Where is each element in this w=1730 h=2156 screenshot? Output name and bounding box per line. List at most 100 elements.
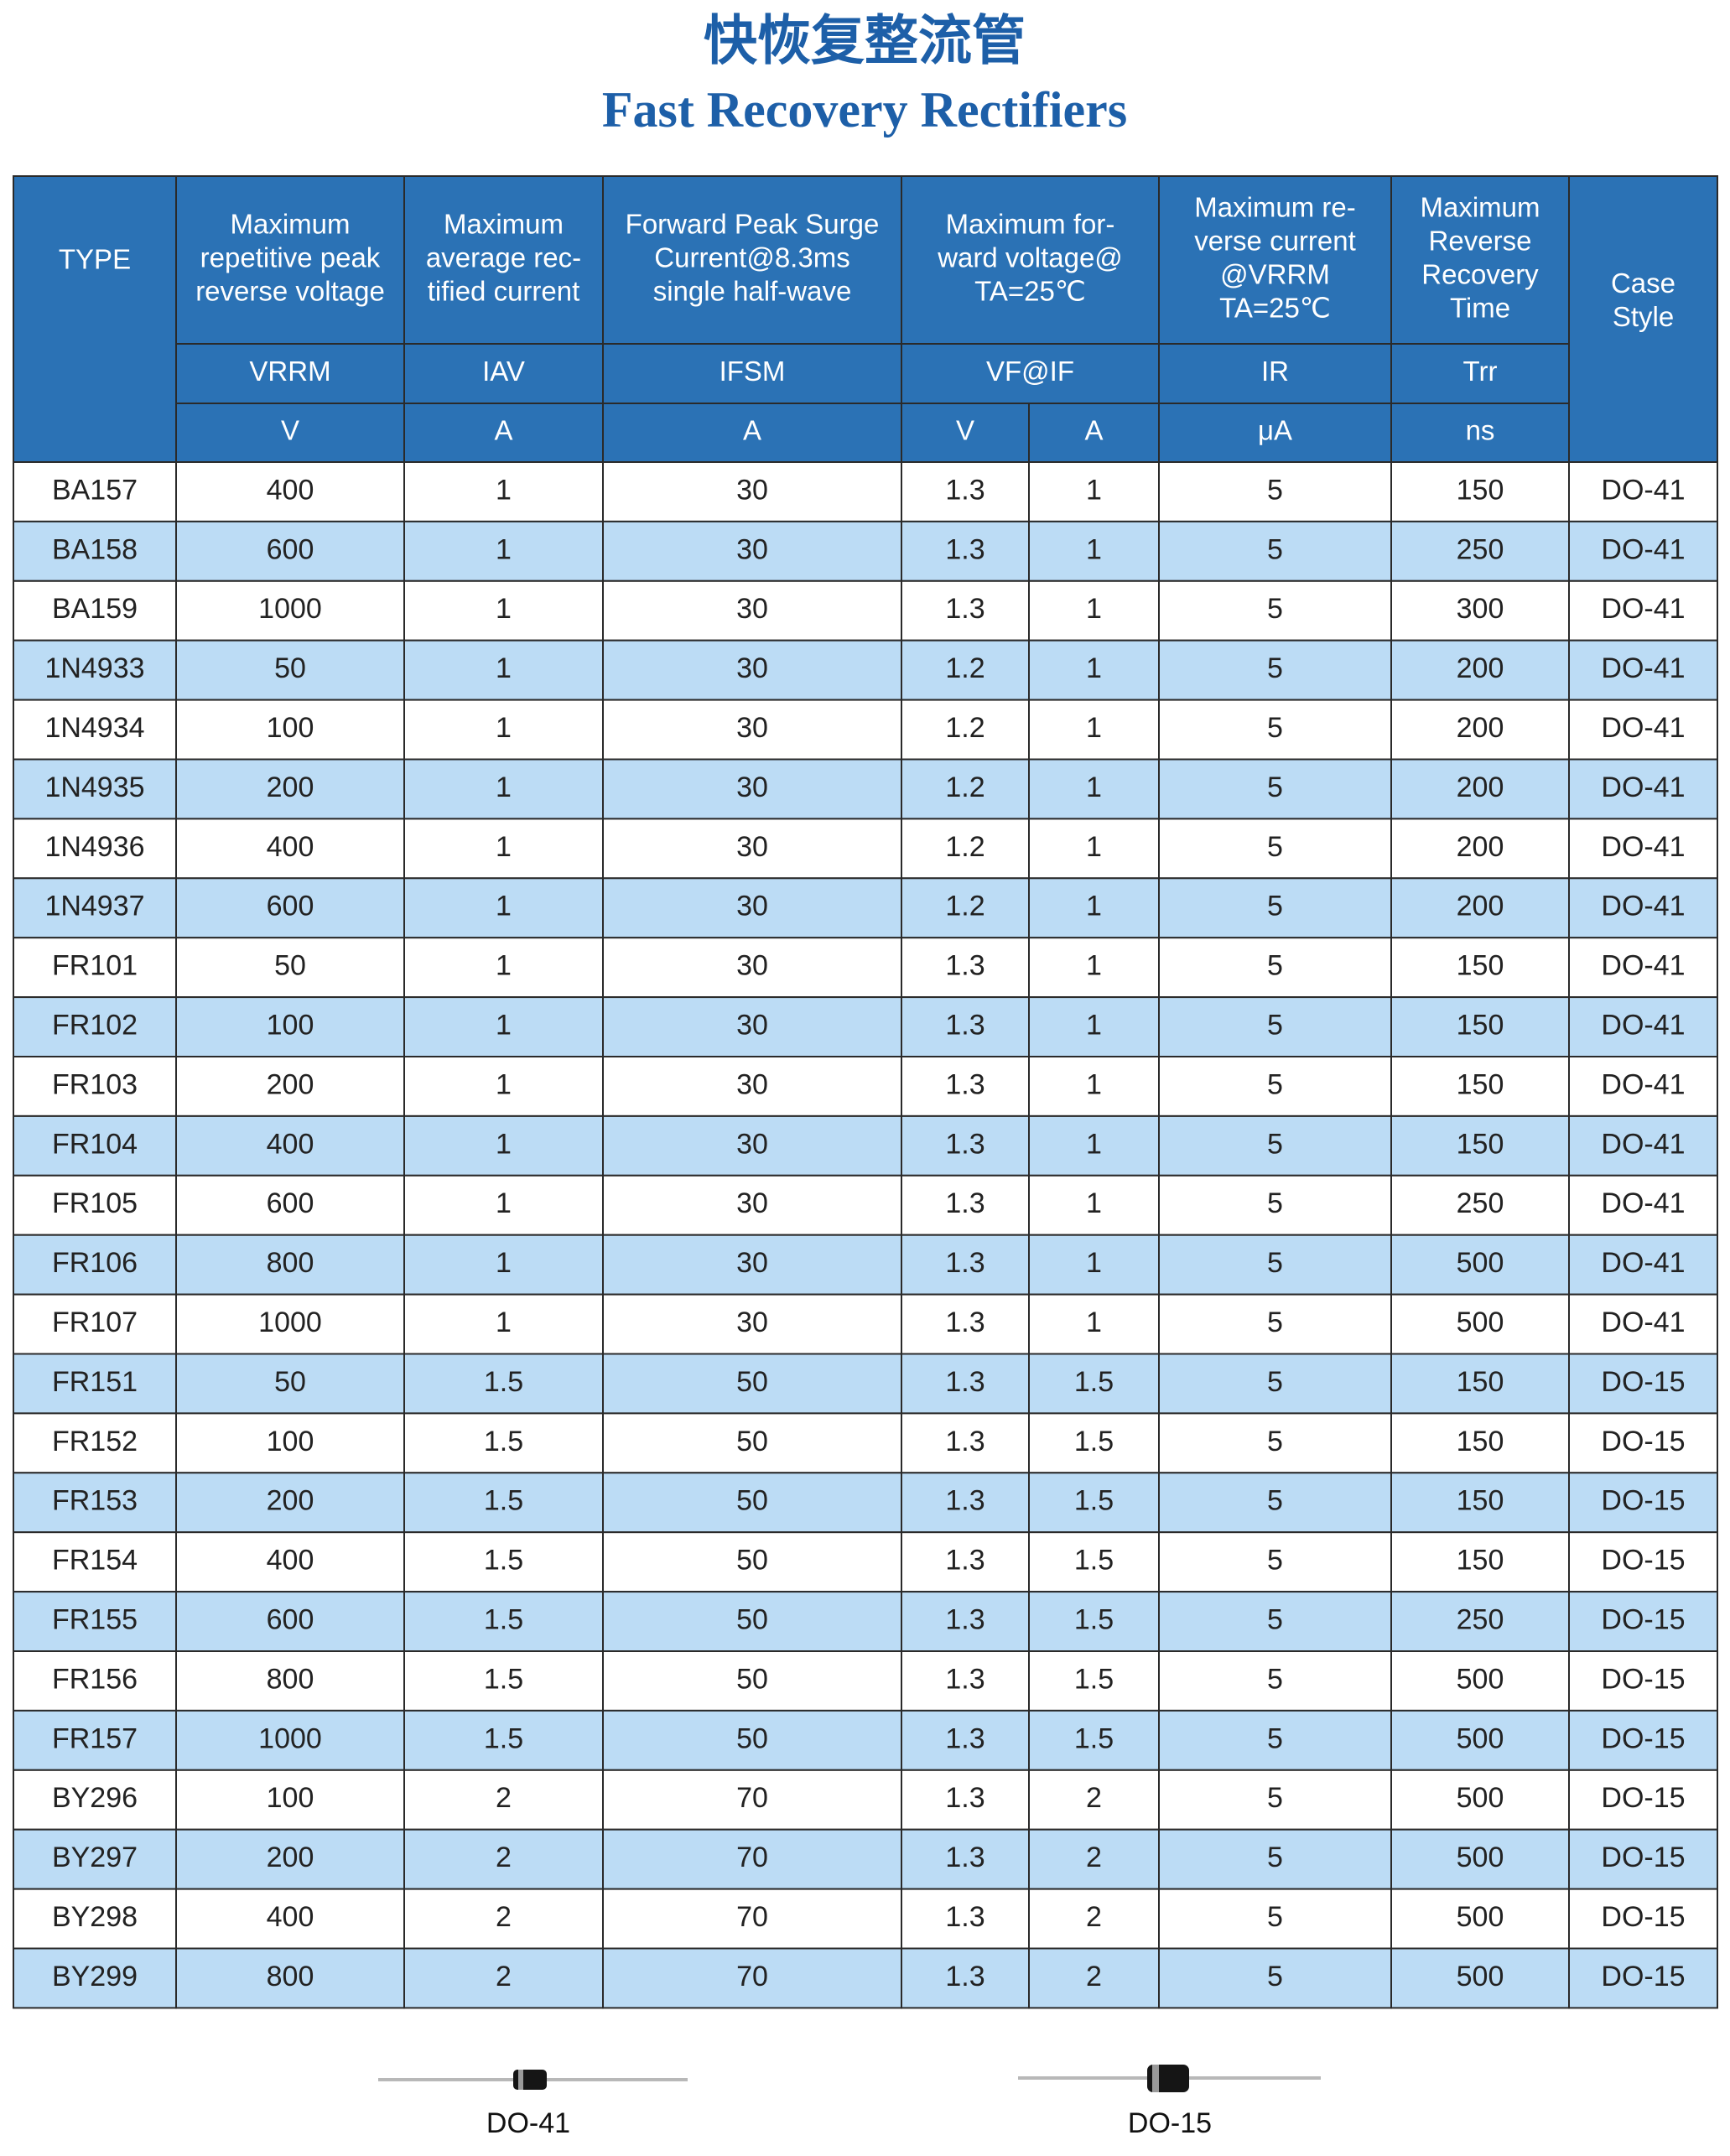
cell-box	[175, 579, 405, 642]
header-text: tified current	[428, 276, 580, 307]
cell-text: DO-41	[1601, 1128, 1685, 1160]
cell-box	[602, 818, 902, 880]
cell-text: 1.5	[1074, 1722, 1114, 1754]
cell-text: 2	[1086, 1901, 1102, 1933]
cell-box	[602, 996, 902, 1057]
diode-do15	[1018, 2065, 1321, 2092]
cell-box	[403, 1114, 604, 1177]
cell-text: 5	[1267, 652, 1283, 684]
cell-text: 30	[736, 1187, 768, 1219]
cell-text: DO-15	[1601, 1842, 1685, 1873]
cell-text: BA157	[52, 474, 138, 506]
cell-text: 5	[1267, 950, 1283, 982]
cell-box	[901, 1947, 1030, 2009]
cell-box	[1390, 175, 1570, 345]
cell-box	[602, 403, 902, 463]
cell-box	[1158, 403, 1392, 463]
cell-box	[13, 1947, 177, 2009]
cell-text: DO-15	[1601, 1782, 1685, 1814]
cell-text: 150	[1457, 1545, 1504, 1577]
cell-box	[175, 1412, 405, 1474]
cell-box	[901, 175, 1160, 345]
cell-box	[403, 461, 604, 522]
cell-text: 1	[1086, 474, 1102, 506]
cell-text: DO-41	[1601, 652, 1685, 684]
cell-text: 30	[736, 1128, 768, 1160]
cell-box	[1028, 639, 1160, 701]
cell-box	[1390, 1769, 1570, 1831]
cell-box	[602, 1591, 902, 1652]
cell-box	[1568, 937, 1718, 999]
cell-text: 5	[1267, 831, 1283, 863]
cell-text: DO-41	[1601, 771, 1685, 803]
cell-box	[403, 1709, 604, 1771]
cell-box	[1568, 579, 1718, 642]
cell-text: 1000	[258, 593, 322, 625]
cell-box	[175, 639, 405, 701]
cell-box	[13, 1114, 177, 1177]
cell-box	[175, 758, 405, 820]
header-text: reverse voltage	[195, 276, 385, 307]
cell-box	[1390, 1412, 1570, 1474]
cell-text: 1.3	[945, 533, 984, 565]
cell-text: 400	[267, 1545, 314, 1577]
cell-box	[1390, 937, 1570, 999]
header-text: Maximum for-	[946, 209, 1115, 240]
cell-text: 1.2	[945, 771, 984, 803]
cell-text: 5	[1267, 1307, 1283, 1338]
header-text: TYPE	[59, 244, 131, 275]
cell-text: 1.2	[945, 831, 984, 863]
cell-box	[1158, 1709, 1392, 1771]
header-text: TA=25℃	[974, 276, 1086, 307]
cell-box	[1568, 818, 1718, 880]
cell-box	[403, 1174, 604, 1236]
cell-box	[1158, 461, 1392, 522]
cell-text: 500	[1457, 1782, 1504, 1814]
cell-box	[602, 1947, 902, 2009]
cell-text: 5	[1267, 533, 1283, 565]
cell-box	[1568, 1709, 1718, 1771]
cell-text: 2	[1086, 1961, 1102, 1992]
cell-text: 1.3	[945, 1842, 984, 1873]
cell-box	[901, 1472, 1030, 1534]
cell-text: 2	[496, 1901, 512, 1933]
cell-box	[901, 1531, 1030, 1593]
cell-box	[901, 1114, 1030, 1177]
cell-text: 1.5	[484, 1604, 523, 1636]
cell-text: 30	[736, 771, 768, 803]
cell-text: 500	[1457, 1961, 1504, 1992]
cell-text: 1.5	[1074, 1663, 1114, 1695]
cell-box	[602, 1114, 902, 1177]
header-text: Recovery	[1421, 259, 1539, 290]
header-text: Reverse	[1429, 226, 1532, 257]
header-text: Style	[1613, 301, 1674, 332]
cell-text: 5	[1267, 712, 1283, 744]
header-text: single half-wave	[653, 276, 852, 307]
cell-box	[1390, 461, 1570, 522]
cell-box	[1028, 1591, 1160, 1652]
header-text: Maximum	[1420, 192, 1540, 223]
cell-text: 1	[496, 891, 512, 922]
cell-text: 5	[1267, 1366, 1283, 1398]
cell-text: DO-15	[1601, 1961, 1685, 1992]
cell-text: DO-15	[1601, 1426, 1685, 1457]
cell-box	[1158, 758, 1392, 820]
cell-box	[175, 1114, 405, 1177]
cell-text: 1.3	[945, 1545, 984, 1577]
cell-text: 5	[1267, 1247, 1283, 1279]
cell-text: 5	[1267, 1545, 1283, 1577]
header-text: Forward Peak Surge	[626, 209, 880, 240]
cell-text: 1	[1086, 1247, 1102, 1279]
header-text: verse current	[1194, 226, 1356, 257]
cell-text: 400	[267, 1901, 314, 1933]
cell-text: 70	[736, 1901, 768, 1933]
header-text: V	[281, 415, 299, 446]
cell-text: 1.3	[945, 1010, 984, 1042]
header-text: ward voltage@	[937, 242, 1123, 273]
cell-text: 600	[267, 891, 314, 922]
cell-text: 50	[274, 652, 306, 684]
cell-text: 150	[1457, 1128, 1504, 1160]
header-text: Maximum re-	[1194, 192, 1356, 223]
cell-box	[175, 1709, 405, 1771]
cell-box	[1158, 937, 1392, 999]
